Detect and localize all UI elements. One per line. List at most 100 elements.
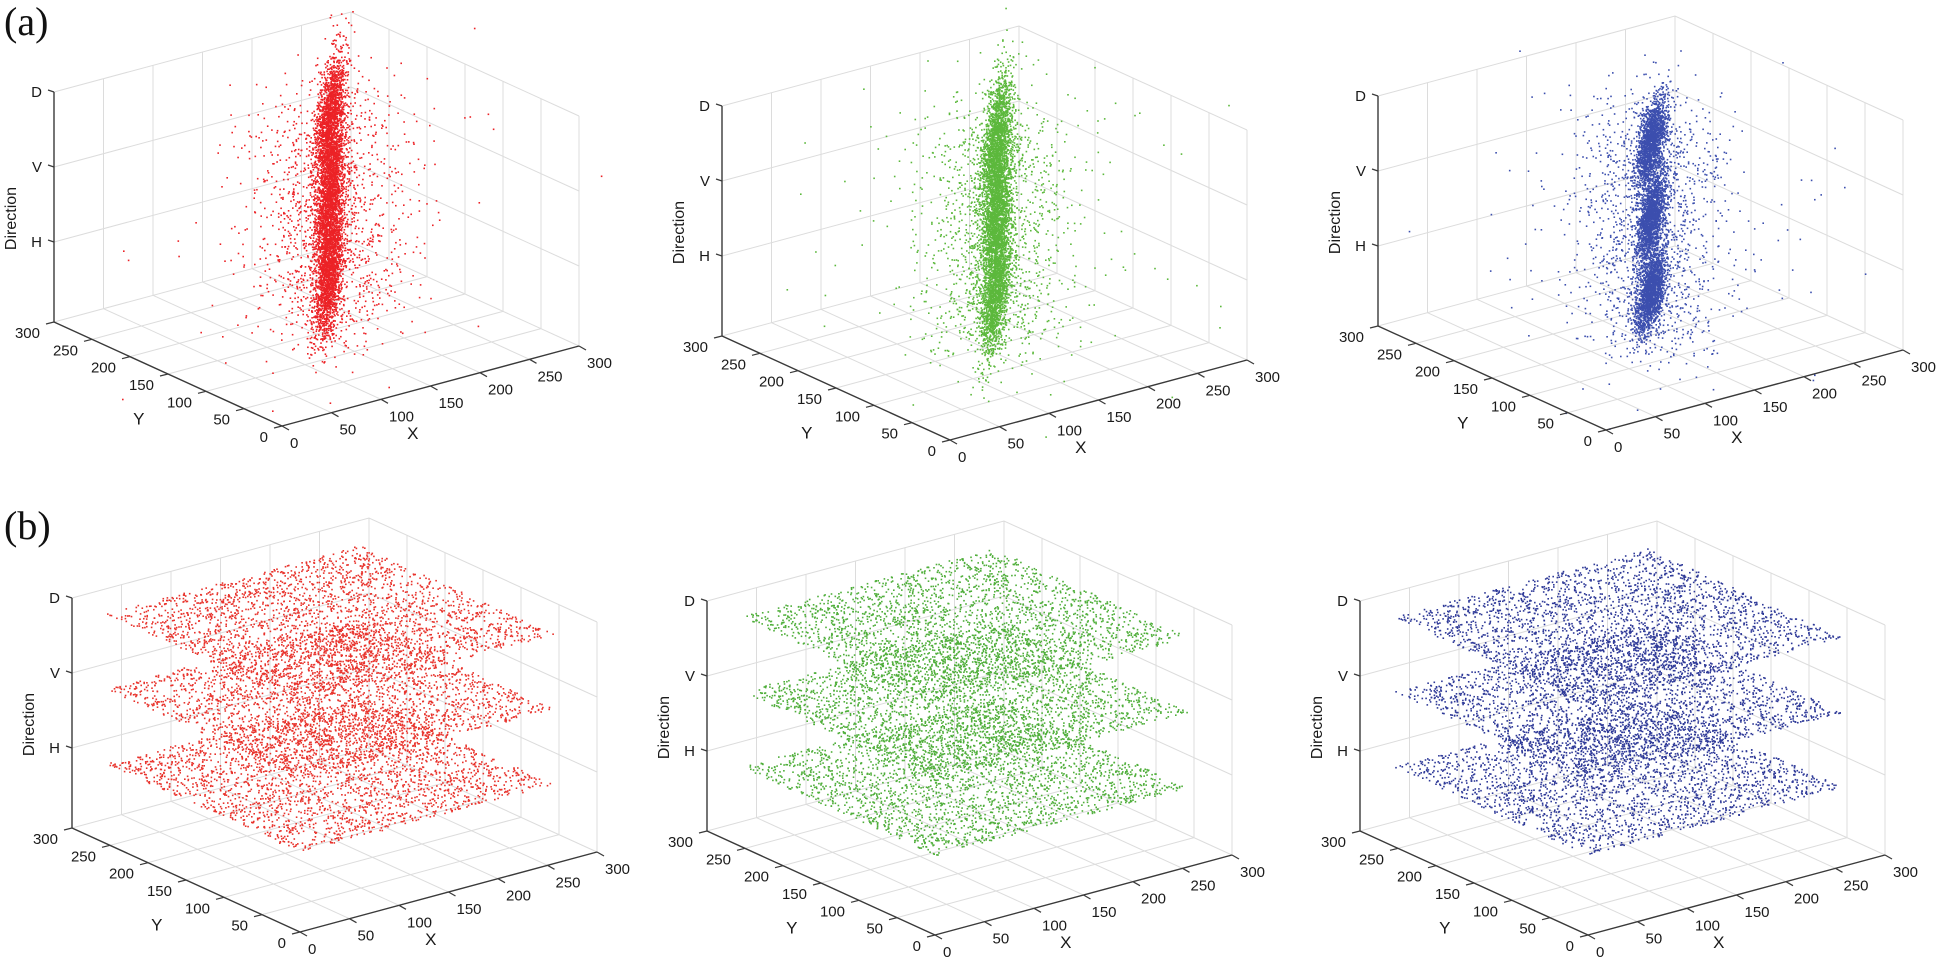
- z-tick-label: D: [31, 84, 42, 101]
- x-tick-label: 250: [556, 874, 581, 891]
- y-axis-label: Y: [786, 918, 797, 937]
- y-tick-label: 100: [1473, 903, 1498, 920]
- y-tick-label: 300: [1321, 834, 1346, 851]
- grid-lines: [707, 521, 1232, 935]
- y-tick-label: 150: [129, 377, 154, 394]
- y-tick-label: 150: [1435, 886, 1460, 903]
- y-tick-label: 150: [1453, 381, 1478, 398]
- x-axis-label: X: [1713, 933, 1724, 952]
- x-tick-label: 200: [1794, 891, 1819, 908]
- x-tick-label: 250: [1206, 382, 1231, 399]
- z-axis-label: Direction: [3, 187, 20, 250]
- y-axis-label: Y: [133, 409, 144, 428]
- x-tick-label: 200: [488, 382, 513, 399]
- z-tick-label: H: [49, 740, 60, 757]
- x-tick-label: 0: [290, 435, 298, 452]
- row-label-a: (a): [4, 2, 48, 42]
- x-tick-label: 0: [308, 941, 316, 958]
- y-tick-label: 150: [782, 886, 807, 903]
- data-points: [1395, 548, 1841, 854]
- y-axis-label: Y: [1439, 918, 1450, 937]
- data-points: [787, 8, 1230, 438]
- z-tick-label: D: [684, 593, 695, 610]
- x-axis-label: X: [407, 424, 418, 443]
- z-axis-label: Direction: [656, 696, 673, 759]
- y-tick-label: 200: [759, 374, 784, 391]
- y-axis-label: Y: [151, 915, 162, 934]
- y-tick-label: 300: [33, 831, 58, 848]
- y-tick-label: 50: [866, 921, 883, 938]
- grid-lines: [72, 518, 597, 932]
- y-tick-label: 0: [928, 443, 936, 460]
- z-tick-label: H: [699, 248, 710, 265]
- y-tick-label: 100: [1491, 398, 1516, 415]
- x-axis-label: X: [1075, 438, 1086, 457]
- axes: HVD050100150200250300050100150200250300D…: [21, 590, 630, 958]
- z-tick-label: V: [1338, 668, 1348, 685]
- y-tick-label: 200: [91, 360, 116, 377]
- z-tick-label: H: [684, 743, 695, 760]
- x-tick-label: 300: [1893, 864, 1918, 881]
- x-tick-label: 50: [358, 928, 375, 945]
- data-points: [746, 550, 1188, 856]
- plot-b-blue: HVD050100150200250300050100150200250300D…: [1309, 521, 1918, 961]
- x-tick-label: 250: [538, 368, 563, 385]
- y-tick-label: 300: [683, 339, 708, 356]
- z-tick-label: V: [32, 159, 42, 176]
- x-tick-label: 150: [1107, 409, 1132, 426]
- y-tick-label: 0: [913, 938, 921, 955]
- x-tick-label: 150: [1763, 399, 1788, 416]
- x-tick-label: 50: [340, 422, 357, 439]
- y-tick-label: 50: [213, 412, 230, 429]
- y-tick-label: 300: [1339, 329, 1364, 346]
- z-tick-label: D: [49, 590, 60, 607]
- z-tick-label: V: [685, 668, 695, 685]
- x-tick-label: 300: [605, 861, 630, 878]
- plot-a-red: HVD050100150200250300050100150200250300D…: [3, 11, 612, 452]
- x-axis-label: X: [1731, 428, 1742, 447]
- x-tick-label: 100: [1057, 422, 1082, 439]
- x-tick-label: 0: [1614, 439, 1622, 456]
- z-tick-label: V: [50, 665, 60, 682]
- y-tick-label: 150: [147, 883, 172, 900]
- data-points: [107, 547, 554, 851]
- x-tick-label: 300: [1240, 864, 1265, 881]
- x-tick-label: 200: [1141, 891, 1166, 908]
- row-label-b: (b): [4, 506, 51, 546]
- z-axis-label: Direction: [1309, 696, 1326, 759]
- z-tick-label: H: [1337, 743, 1348, 760]
- y-tick-label: 250: [71, 848, 96, 865]
- plot-b-green: HVD050100150200250300050100150200250300D…: [656, 521, 1265, 961]
- x-tick-label: 0: [958, 449, 966, 466]
- y-tick-label: 300: [668, 834, 693, 851]
- x-tick-label: 300: [587, 355, 612, 372]
- x-tick-label: 100: [407, 914, 432, 931]
- y-tick-label: 200: [1415, 364, 1440, 381]
- axes: HVD050100150200250300050100150200250300D…: [656, 593, 1265, 961]
- x-tick-label: 150: [439, 395, 464, 412]
- x-tick-label: 50: [1646, 931, 1663, 948]
- x-tick-label: 100: [1713, 412, 1738, 429]
- x-tick-label: 0: [943, 944, 951, 961]
- y-tick-label: 250: [1359, 851, 1384, 868]
- y-tick-label: 0: [1584, 433, 1592, 450]
- x-tick-label: 200: [1156, 396, 1181, 413]
- x-tick-label: 0: [1596, 944, 1604, 961]
- x-tick-label: 150: [1745, 904, 1770, 921]
- y-tick-label: 300: [15, 325, 40, 342]
- plot-a-green: HVD050100150200250300050100150200250300D…: [671, 8, 1280, 466]
- x-tick-label: 100: [1695, 917, 1720, 934]
- y-tick-label: 0: [1566, 938, 1574, 955]
- y-tick-label: 250: [721, 356, 746, 373]
- y-tick-label: 0: [260, 429, 268, 446]
- x-tick-label: 150: [457, 901, 482, 918]
- y-tick-label: 250: [53, 342, 78, 359]
- y-tick-label: 100: [835, 408, 860, 425]
- z-tick-label: H: [31, 234, 42, 251]
- x-tick-label: 50: [1008, 436, 1025, 453]
- z-axis-label: Direction: [1327, 191, 1344, 254]
- z-tick-label: D: [1355, 88, 1366, 105]
- y-tick-label: 250: [1377, 346, 1402, 363]
